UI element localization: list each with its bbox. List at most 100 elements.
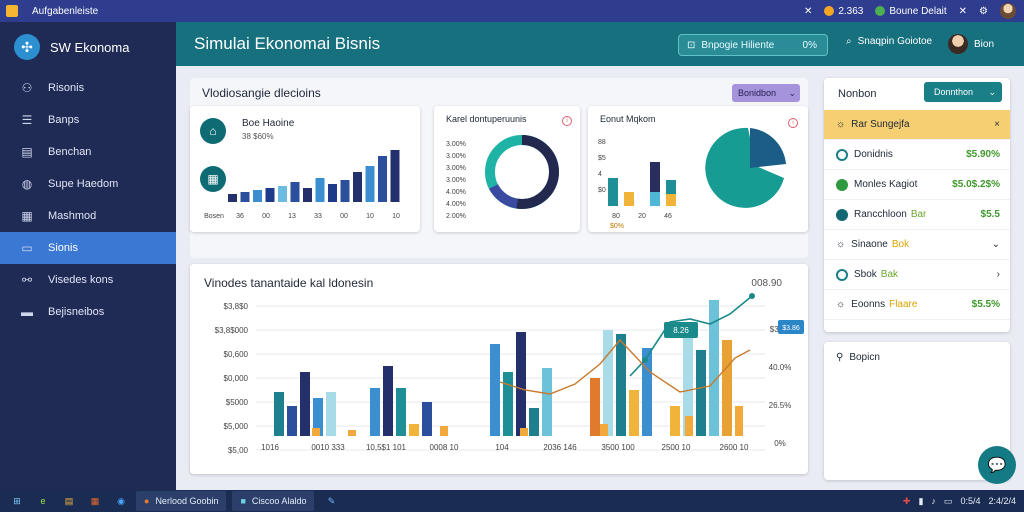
header-search[interactable]: ⌕ Snaqpin Goiotoe — [846, 36, 932, 47]
row-tag: Flaare — [889, 299, 918, 310]
brand[interactable]: ✣ SW Ekonoma — [0, 22, 176, 72]
card3-bar — [608, 178, 618, 206]
status-label: Boune Delait — [889, 5, 947, 17]
card3-title: Eonut Mqkom — [600, 114, 656, 124]
right-panel-row[interactable]: Donidnis $5.90% — [824, 140, 1010, 170]
chart-icon: ▤ — [21, 145, 33, 159]
bar — [683, 326, 693, 436]
bar — [274, 392, 284, 436]
close-icon[interactable]: ✕ — [803, 5, 813, 17]
taskbar-task-1[interactable]: ● Nerlood Goobin — [136, 491, 227, 511]
bar — [422, 402, 432, 436]
right-panel-dropdown[interactable]: Donnthon ⌄ — [924, 82, 1002, 102]
top-panel: Vlodiosangie dlecioins Bonidbon ⌄ ⌂ ▦ Bo… — [190, 78, 808, 258]
tray-volume-icon[interactable]: ♪ — [931, 496, 936, 506]
row-label-text: Donidnis — [854, 149, 893, 160]
status-chip[interactable]: Boune Delait — [875, 5, 947, 17]
right-panel-row[interactable]: ☼ Sinaone Bok ⌄ — [824, 230, 1010, 260]
header-pill-value: 0% — [802, 39, 817, 51]
taskbar-task-2[interactable]: ■ Ciscoo Alaldo — [232, 491, 315, 511]
sidebar-item-7[interactable]: ▬ Bejisneibos — [0, 296, 176, 328]
pinned-app-icon[interactable]: ✎ — [327, 495, 336, 506]
row-value: $5.90% — [966, 149, 1000, 160]
location-icon — [824, 6, 835, 16]
card2-title: Karel dontuperuunis — [446, 114, 527, 124]
bar — [490, 344, 500, 436]
sidebar-item-0[interactable]: ⚇ Risonis — [0, 72, 176, 104]
y2-axis-label: 0% — [774, 439, 786, 448]
bottom-chart-title: Vinodes tanantaide kal ldonesin — [204, 276, 374, 290]
app-icon — [6, 5, 18, 17]
donut-ring-dark — [516, 135, 559, 209]
bar-accent — [735, 406, 743, 436]
tray-network-icon[interactable]: ▮ — [918, 495, 924, 506]
chevron-down-icon: ⌄ — [788, 87, 796, 98]
os-avatar[interactable] — [1000, 3, 1016, 19]
card3-y-label: $0 — [598, 187, 606, 194]
sidebar-item-3[interactable]: ◍ Supe Haedom — [0, 168, 176, 200]
browser-icon[interactable]: e — [40, 496, 46, 506]
right-panel-row[interactable]: ☼ Eoonns Flaare $5.5% — [824, 290, 1010, 320]
ring-icon — [836, 268, 848, 281]
card3-y-label: $5 — [598, 155, 606, 162]
bar — [670, 406, 680, 436]
sidebar-item-4[interactable]: ▦ Mashmod — [0, 200, 176, 232]
sidebar-item-2[interactable]: ▤ Benchan — [0, 136, 176, 168]
app-icon: ■ — [240, 496, 246, 506]
sidebar-item-5[interactable]: ▭ Sionis — [0, 232, 176, 264]
card1-bar — [365, 166, 375, 202]
header-user[interactable]: Bion — [948, 34, 994, 54]
sidebar-item-1[interactable]: ☰ Banps — [0, 104, 176, 136]
sidebar-item-6[interactable]: ⚯ Visedes kons — [0, 264, 176, 296]
close-icon[interactable]: × — [994, 119, 1000, 130]
card3-bar — [666, 180, 676, 206]
tray-battery-icon[interactable]: ▭ — [943, 495, 953, 506]
card3-chart: 88 $5 4 $0 80 20 46 $0% — [598, 127, 786, 230]
bell-icon[interactable]: ✕ — [958, 5, 968, 17]
os-title-bar: Aufgabenleiste ✕ 2.363 Boune Delait ✕ ⚙ — [0, 0, 1024, 22]
card1-bar — [353, 172, 362, 202]
tray-date: 2:4/2/4 — [988, 496, 1016, 506]
card1-bar — [340, 180, 350, 202]
folder-icon[interactable]: ▤ — [64, 495, 74, 506]
book-icon: ▬ — [21, 305, 33, 319]
right-panel-row[interactable]: Sbok Bak › — [824, 260, 1010, 290]
brand-name: SW Ekonoma — [50, 39, 130, 55]
app-icon: ● — [144, 496, 150, 506]
card1-chart: Bosen 36 00 13 33 00 10 10 — [204, 150, 400, 220]
settings-icon[interactable]: ⚙ — [979, 5, 988, 17]
right-panel-row[interactable]: Monles Kagiot $5.0$.2$% — [824, 170, 1010, 200]
card1-bar — [265, 188, 275, 202]
x-axis-label: 104 — [495, 443, 509, 452]
tooltip-box-blue — [778, 320, 804, 334]
right-panel-row[interactable]: Rancchloon Bar $5.5 — [824, 200, 1010, 230]
location-chip[interactable]: 2.363 — [824, 6, 863, 17]
media-icon[interactable]: ▦ — [90, 495, 100, 506]
card1-bar — [315, 178, 325, 202]
bar-accent — [520, 428, 528, 436]
bar — [542, 368, 552, 436]
card1-bar — [290, 182, 300, 202]
card1-bar — [328, 184, 337, 202]
header-pill[interactable]: ⊡ Bnpogie Hiliente 0% — [678, 34, 828, 56]
bar-accent — [312, 428, 320, 436]
bar — [590, 378, 600, 436]
right-panel-row[interactable]: ☼ Rar Sungejfa × — [824, 110, 1010, 140]
bar — [503, 372, 513, 436]
system-tray: ✚ ▮ ♪ ▭ 0:5/4 2:4/2/4 — [903, 490, 1016, 512]
chevron-icon[interactable]: › — [996, 269, 1000, 280]
top-panel-dropdown[interactable]: Bonidbon ⌄ — [732, 84, 800, 102]
info-icon-2[interactable]: i — [788, 118, 798, 128]
info-icon[interactable]: i — [562, 116, 572, 126]
tray-alert-icon[interactable]: ✚ — [902, 495, 911, 506]
card-donut-2: Eonut Mqkom i 88 $5 4 $0 80 20 46 $0% — [588, 106, 808, 232]
globe-icon[interactable]: ◉ — [117, 495, 125, 506]
card2-chart: 3.00% 3.00% 3.00% 3.00% 4.00% 4.00% 2.00% — [446, 135, 559, 220]
start-icon[interactable]: ⊞ — [13, 495, 21, 506]
sidebar-item-label: Bejisneibos — [48, 306, 105, 318]
bar — [629, 390, 639, 436]
globe-icon: ◍ — [21, 177, 33, 191]
right-panel-row-label: Monles Kagiot — [854, 179, 946, 190]
chevron-icon[interactable]: ⌄ — [991, 239, 1000, 250]
chat-fab-button[interactable]: 💬 — [978, 446, 1016, 484]
